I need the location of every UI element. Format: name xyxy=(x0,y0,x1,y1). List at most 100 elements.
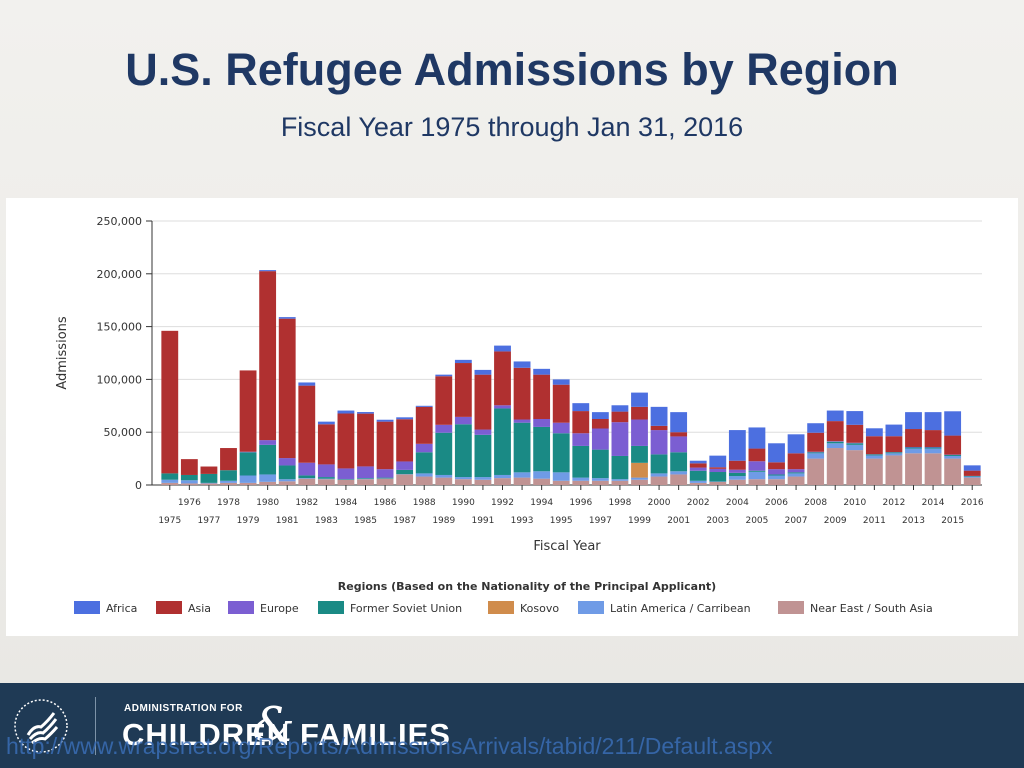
x-tick-label: 1998 xyxy=(608,498,631,508)
bar-segment xyxy=(689,460,707,464)
bar-segment xyxy=(239,451,257,453)
bar-segment xyxy=(787,472,805,474)
bar-segment xyxy=(748,471,766,480)
bar-segment xyxy=(728,472,746,477)
bar-segment xyxy=(415,406,433,444)
bar-segment xyxy=(494,351,511,406)
legend-label: Former Soviet Union xyxy=(350,602,462,615)
bar-segment xyxy=(865,428,883,437)
bar-segment xyxy=(905,412,922,430)
bar-segment xyxy=(317,478,335,480)
bar-segment xyxy=(220,448,237,471)
source-url-link[interactable]: http://www.wrapsnet.org/Reports/Admissio… xyxy=(6,733,773,759)
bar-segment xyxy=(396,461,414,470)
bar-segment xyxy=(591,428,609,450)
bar-segment xyxy=(807,458,825,485)
bar-segment xyxy=(787,453,805,470)
bar-segment xyxy=(944,458,962,485)
bar-segment xyxy=(670,474,688,485)
bar-segment xyxy=(865,455,883,459)
bar-segment xyxy=(239,475,257,483)
x-tick-label: 1979 xyxy=(237,516,260,526)
x-tick-label: 1975 xyxy=(158,516,181,526)
bar-segment xyxy=(357,478,374,480)
bar-segment xyxy=(728,476,746,480)
x-tick-label: 1987 xyxy=(393,516,416,526)
bar-segment xyxy=(180,483,198,485)
bar-segment xyxy=(552,384,570,423)
bar-segment xyxy=(611,411,629,423)
bar-segment xyxy=(787,473,805,477)
bar-segment xyxy=(298,478,316,485)
bar-segment xyxy=(259,444,277,475)
bar-segment xyxy=(768,469,785,475)
y-tick-label: 150,000 xyxy=(97,321,143,334)
bar-segment xyxy=(924,447,942,449)
bar-segment xyxy=(905,446,922,448)
slide-subtitle: Fiscal Year 1975 through Jan 31, 2016 xyxy=(280,112,744,142)
x-tick-label: 2002 xyxy=(687,498,710,508)
bar-segment xyxy=(435,477,453,485)
bar-segment xyxy=(454,424,472,478)
bar-segment xyxy=(905,453,922,485)
bar-segment xyxy=(376,478,394,485)
legend-swatch xyxy=(778,601,804,614)
bar-segment xyxy=(748,448,766,462)
bar-segment xyxy=(748,479,766,485)
hhs-eagle-seal-icon xyxy=(14,699,68,753)
x-tick-label: 2016 xyxy=(961,498,984,508)
bar-segment xyxy=(768,462,785,470)
legend-swatch xyxy=(228,601,254,614)
x-tick-label: 2007 xyxy=(785,516,808,526)
bar-segment xyxy=(552,433,570,473)
bar-segment xyxy=(611,422,629,456)
bar-segment xyxy=(885,452,903,454)
bar-segment xyxy=(826,421,844,442)
bar-segment xyxy=(494,478,511,485)
bar-segment xyxy=(846,442,864,444)
bar-segment xyxy=(298,475,316,479)
bar-segment xyxy=(220,482,237,485)
x-tick-label: 1976 xyxy=(178,498,201,508)
bar-segment xyxy=(826,441,844,444)
bar-segment xyxy=(454,477,472,480)
bar-segment xyxy=(435,374,453,377)
bar-segment xyxy=(415,473,433,477)
bar-segment xyxy=(670,412,688,433)
bar-segment xyxy=(435,432,453,475)
x-tick-label: 1991 xyxy=(471,516,494,526)
bar-segment xyxy=(924,453,942,485)
bar-segment xyxy=(220,480,237,483)
x-tick-label: 1989 xyxy=(432,516,455,526)
bar-segment xyxy=(474,374,492,430)
bar-segment xyxy=(200,466,218,474)
bar-segment xyxy=(905,448,922,454)
bar-segment xyxy=(454,479,472,485)
y-tick-label: 100,000 xyxy=(97,373,143,386)
logo-ampersand-text: & xyxy=(252,697,295,753)
bar-segment xyxy=(376,469,394,478)
bar-segment xyxy=(278,458,296,466)
x-tick-label: 2001 xyxy=(667,516,690,526)
legend-swatch xyxy=(156,601,182,614)
bar-segment xyxy=(944,435,962,455)
bar-segment xyxy=(278,465,296,480)
bar-segment xyxy=(885,455,903,485)
x-tick-label: 1978 xyxy=(217,498,240,508)
legend-label: Kosovo xyxy=(520,602,559,615)
bar-segment xyxy=(650,476,668,485)
y-tick-label: 50,000 xyxy=(104,426,143,439)
bar-segment xyxy=(161,479,179,483)
bar-segment xyxy=(650,406,668,426)
bar-segment xyxy=(689,482,707,485)
x-tick-label: 2015 xyxy=(941,516,964,526)
bar-segment xyxy=(963,470,981,476)
bar-segment xyxy=(846,443,864,445)
bar-segment xyxy=(709,467,727,469)
bar-segment xyxy=(533,419,551,427)
bar-segment xyxy=(337,479,355,485)
x-tick-label: 1999 xyxy=(628,516,651,526)
bar-segment xyxy=(513,422,531,473)
bar-segment xyxy=(376,421,394,470)
bar-segment xyxy=(337,410,355,414)
